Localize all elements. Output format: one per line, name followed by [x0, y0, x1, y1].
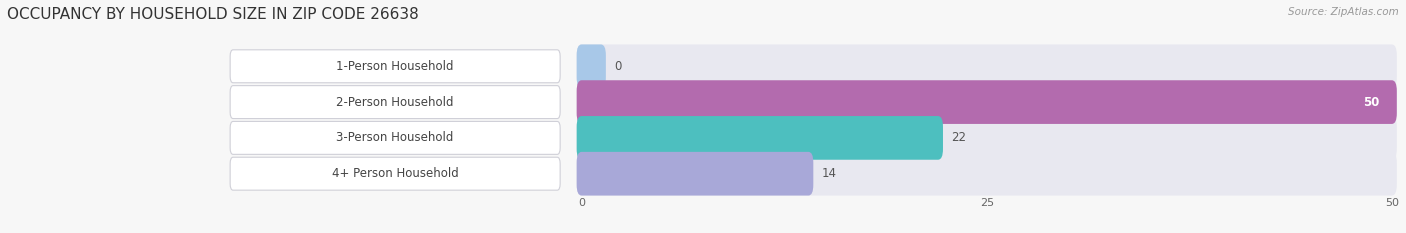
Text: Source: ZipAtlas.com: Source: ZipAtlas.com — [1288, 7, 1399, 17]
Text: 3-Person Household: 3-Person Household — [336, 131, 454, 144]
Text: 0: 0 — [614, 60, 621, 73]
FancyBboxPatch shape — [576, 45, 1396, 88]
FancyBboxPatch shape — [576, 152, 1396, 195]
Text: 22: 22 — [950, 131, 966, 144]
Text: 50: 50 — [1362, 96, 1379, 109]
FancyBboxPatch shape — [576, 116, 1396, 160]
Text: 14: 14 — [821, 167, 837, 180]
Text: 4+ Person Household: 4+ Person Household — [332, 167, 458, 180]
Text: OCCUPANCY BY HOUSEHOLD SIZE IN ZIP CODE 26638: OCCUPANCY BY HOUSEHOLD SIZE IN ZIP CODE … — [7, 7, 419, 22]
FancyBboxPatch shape — [576, 45, 606, 88]
Text: 1-Person Household: 1-Person Household — [336, 60, 454, 73]
FancyBboxPatch shape — [576, 80, 1396, 124]
FancyBboxPatch shape — [231, 157, 560, 190]
FancyBboxPatch shape — [231, 86, 560, 119]
FancyBboxPatch shape — [576, 80, 1396, 124]
FancyBboxPatch shape — [576, 116, 943, 160]
FancyBboxPatch shape — [231, 121, 560, 154]
Text: 2-Person Household: 2-Person Household — [336, 96, 454, 109]
FancyBboxPatch shape — [576, 152, 813, 195]
FancyBboxPatch shape — [231, 50, 560, 83]
